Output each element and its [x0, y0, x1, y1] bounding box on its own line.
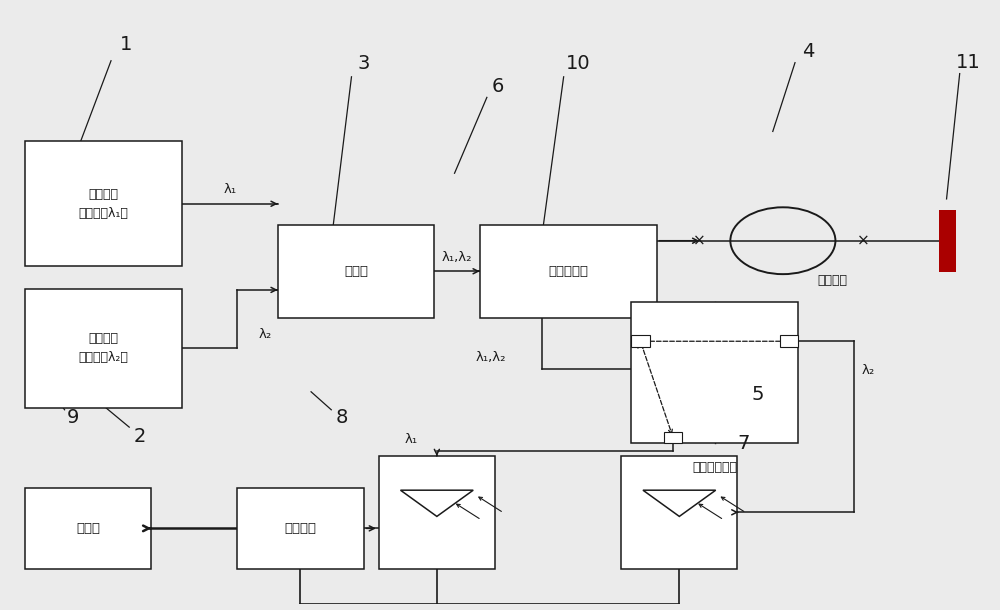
Text: 8: 8	[335, 408, 348, 427]
FancyBboxPatch shape	[480, 224, 657, 318]
FancyBboxPatch shape	[939, 210, 956, 271]
Text: 1: 1	[120, 35, 132, 54]
Text: 5: 5	[751, 386, 764, 404]
Text: 4: 4	[802, 41, 814, 60]
Text: 第一光源
（波长：λ₁）: 第一光源 （波长：λ₁）	[79, 188, 128, 220]
Text: 7: 7	[737, 434, 750, 453]
Text: 波分复用器件: 波分复用器件	[692, 461, 737, 474]
FancyBboxPatch shape	[25, 141, 182, 267]
FancyBboxPatch shape	[621, 456, 737, 569]
Text: 9: 9	[66, 408, 79, 427]
Text: λ₁,λ₂: λ₁,λ₂	[476, 351, 506, 364]
Text: 6: 6	[492, 77, 504, 96]
Text: 计算机: 计算机	[76, 522, 100, 535]
FancyBboxPatch shape	[780, 336, 798, 347]
Text: 第二光源
（波长：λ₂）: 第二光源 （波长：λ₂）	[79, 332, 128, 364]
Text: 定向耦合器: 定向耦合器	[548, 265, 588, 278]
FancyBboxPatch shape	[664, 432, 682, 443]
Text: ×: ×	[857, 233, 870, 248]
FancyBboxPatch shape	[631, 302, 798, 443]
Text: 2: 2	[133, 427, 146, 447]
Text: λ₁: λ₁	[405, 433, 418, 446]
Text: 敏感光纤: 敏感光纤	[817, 274, 847, 287]
Text: 11: 11	[955, 53, 980, 72]
FancyBboxPatch shape	[25, 289, 182, 408]
FancyBboxPatch shape	[379, 456, 495, 569]
Text: ×: ×	[693, 233, 705, 248]
Text: 耦合器: 耦合器	[344, 265, 368, 278]
Text: 10: 10	[565, 54, 590, 73]
Text: λ₂: λ₂	[862, 364, 875, 377]
FancyBboxPatch shape	[237, 488, 364, 569]
Text: 3: 3	[357, 54, 370, 73]
FancyBboxPatch shape	[278, 224, 434, 318]
Text: 探测电路: 探测电路	[284, 522, 316, 535]
FancyBboxPatch shape	[631, 336, 650, 347]
Text: λ₁: λ₁	[223, 183, 236, 196]
Text: λ₂: λ₂	[259, 328, 272, 341]
FancyBboxPatch shape	[25, 488, 151, 569]
Text: λ₁,λ₂: λ₁,λ₂	[442, 251, 472, 264]
